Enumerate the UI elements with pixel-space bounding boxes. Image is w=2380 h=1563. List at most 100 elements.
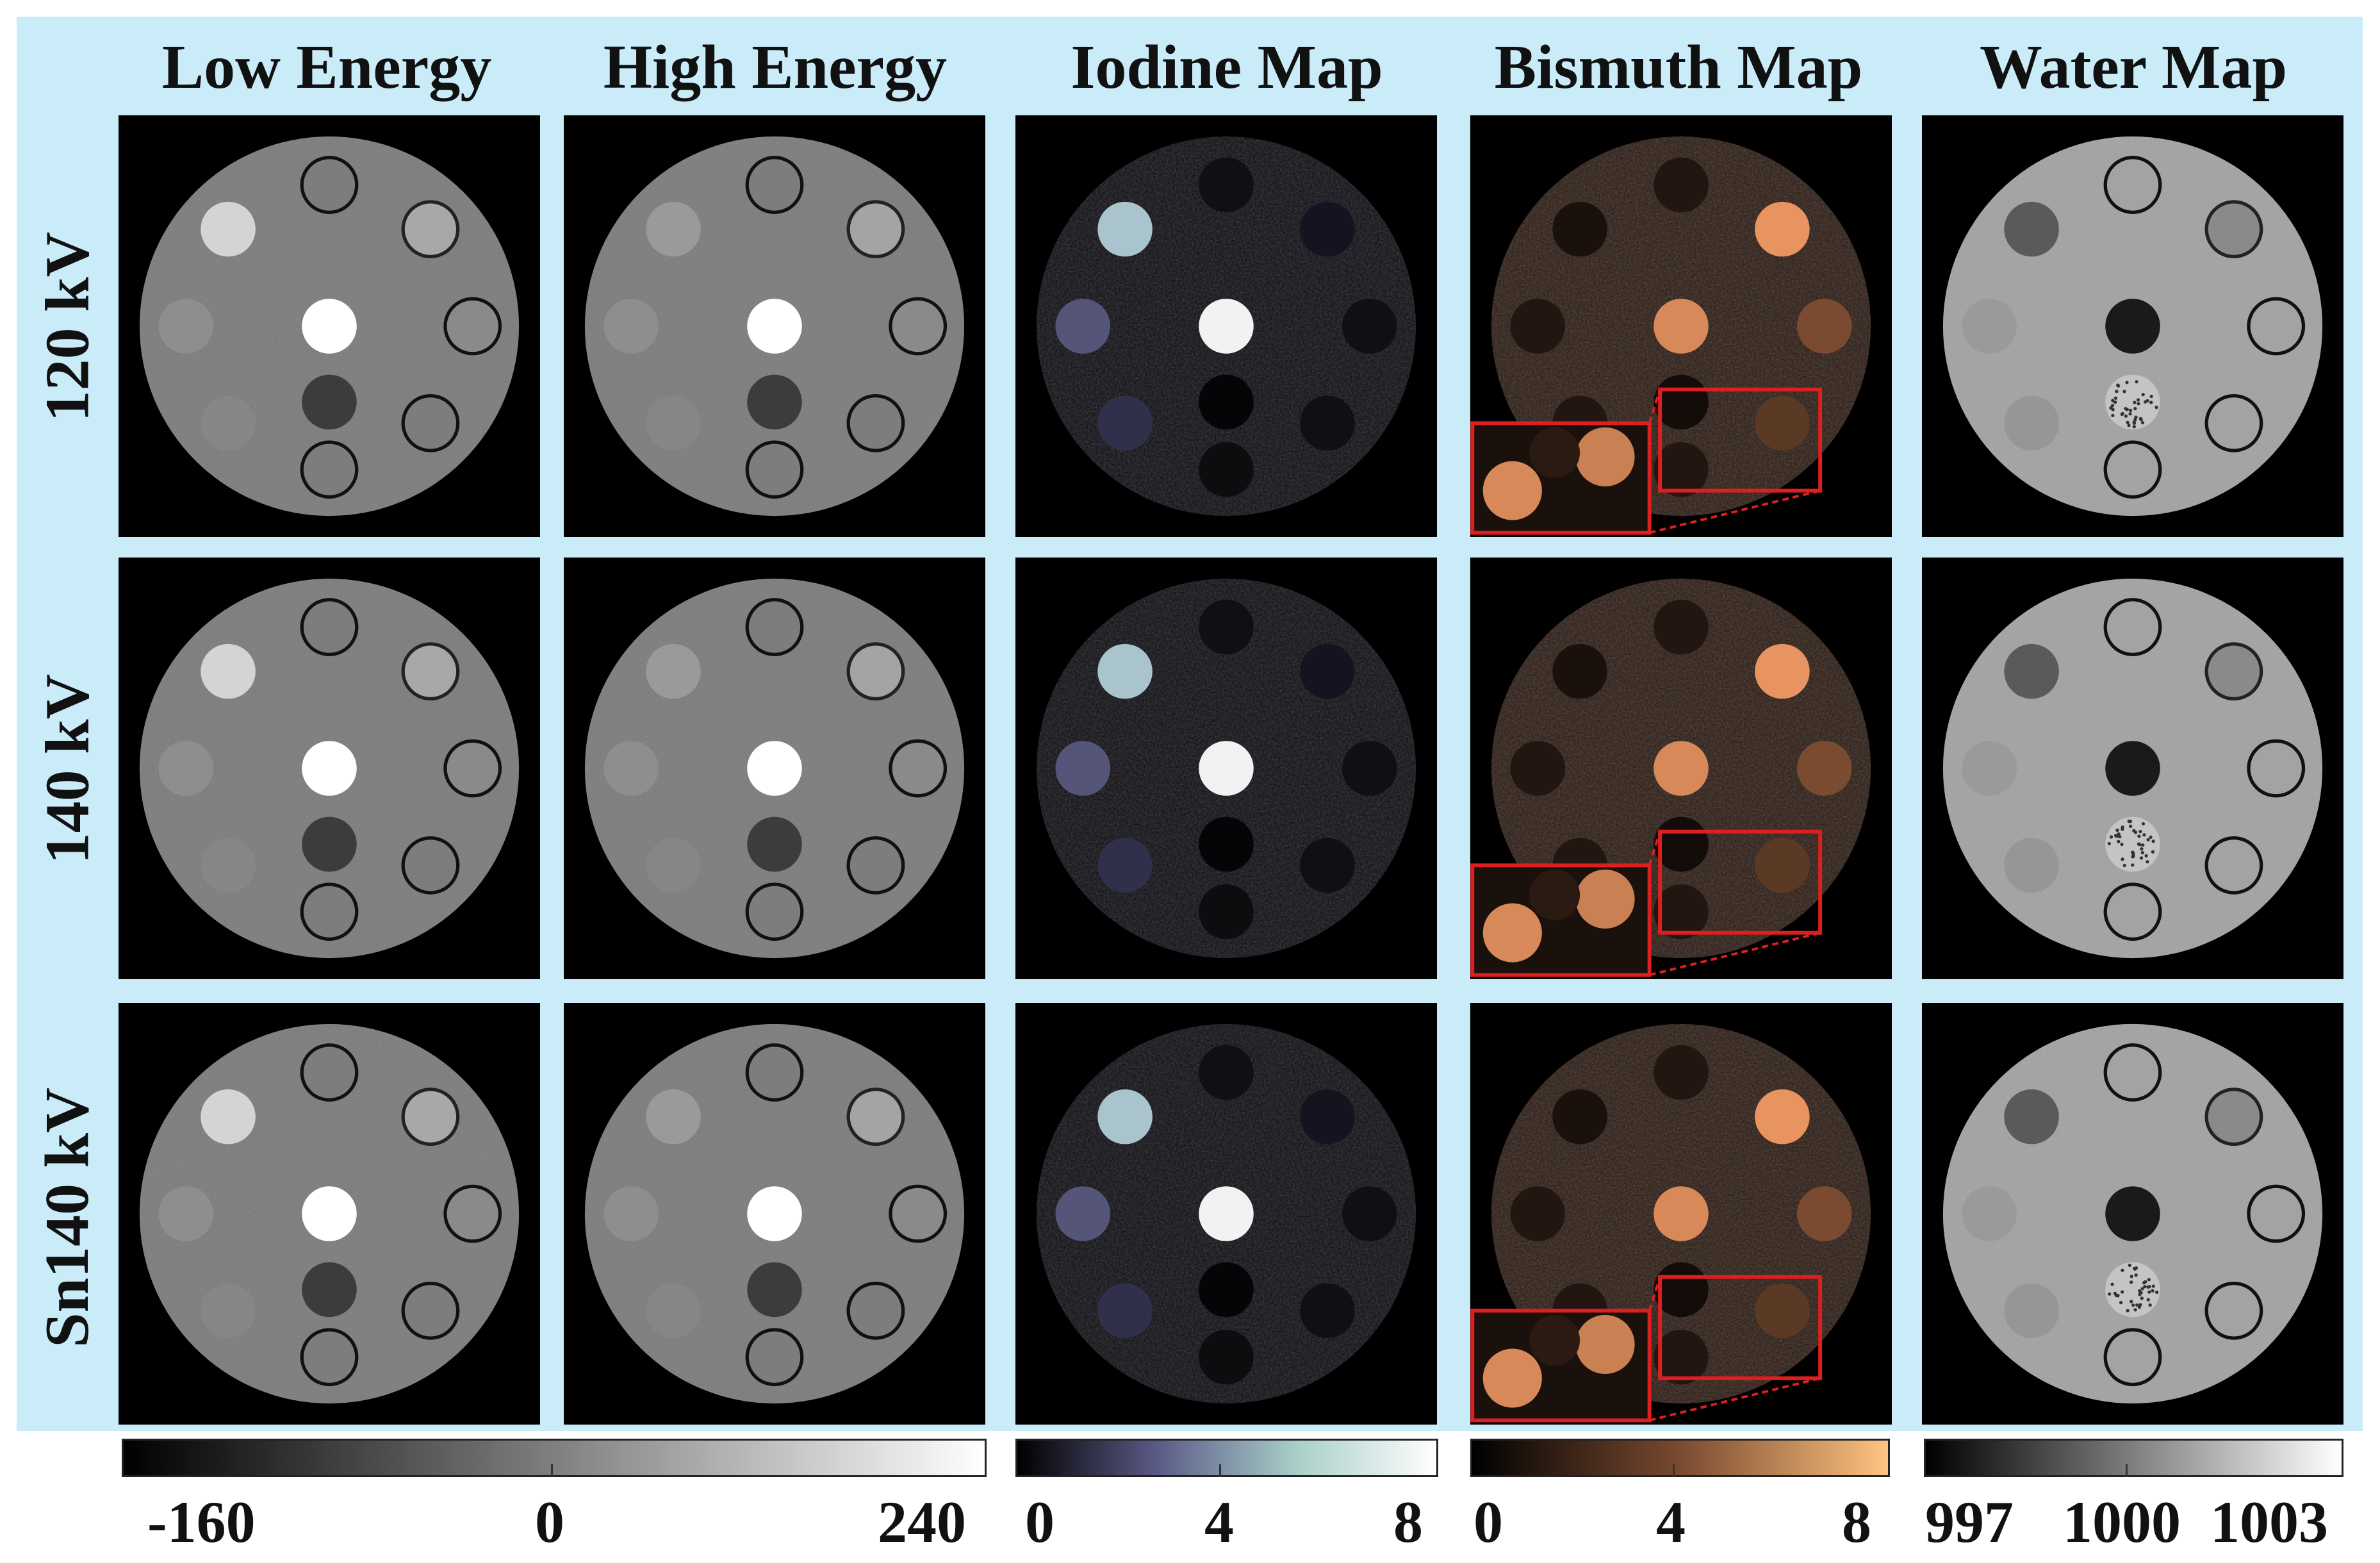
insert-circle <box>443 739 502 798</box>
speckle-dot <box>2151 850 2155 854</box>
phantom-svg <box>1942 136 2323 517</box>
insert-circle <box>302 374 357 430</box>
speckle-dot <box>2113 396 2118 400</box>
insert-circle <box>1097 643 1153 699</box>
speckle-dot <box>2139 856 2144 860</box>
speckle-group <box>2109 380 2158 429</box>
speckle-dot <box>2137 834 2141 838</box>
speckle-dot <box>2107 841 2111 846</box>
insert-circle <box>158 1186 214 1241</box>
phantom-svg <box>1470 578 1871 977</box>
insert-circle <box>745 156 804 214</box>
insert-circle <box>2105 741 2160 796</box>
speckle-dot <box>2146 860 2149 864</box>
insert-circle <box>603 741 659 796</box>
speckle-dot <box>2120 842 2124 847</box>
image-high-r140 <box>564 558 985 979</box>
insert-circle <box>1510 299 1566 354</box>
ct-tick-min: -160 <box>147 1489 256 1555</box>
insert-circle <box>401 393 460 452</box>
speckle-dot <box>2119 1300 2123 1305</box>
insert-circle <box>1552 201 1607 257</box>
zoom-region-box <box>1658 387 1823 493</box>
speckle-dot <box>2120 412 2124 417</box>
insert-circle <box>201 643 256 699</box>
speckle-dot <box>2140 850 2144 855</box>
speckle-dot <box>2143 1285 2147 1289</box>
image-bismuth-r140 <box>1470 558 1892 979</box>
insert-circle <box>846 1087 905 1146</box>
inset-insert-circle <box>1575 1314 1635 1375</box>
insert-circle <box>302 741 357 796</box>
insert-circle <box>302 1186 357 1241</box>
speckle-dot <box>2121 857 2124 861</box>
image-bismuth-rsn140 <box>1470 1003 1892 1425</box>
colorbar-bismuth-tick <box>1673 1464 1675 1477</box>
insert-circle <box>401 1087 460 1146</box>
insert-circle <box>2105 1186 2160 1241</box>
row-label-140kv: 140 kV <box>33 674 102 864</box>
insert-circle <box>401 836 460 895</box>
speckle-dot <box>2118 835 2122 839</box>
speckle-dot <box>2131 1303 2135 1307</box>
insert-circle <box>1654 299 1709 354</box>
speckle-dot <box>2138 417 2142 420</box>
speckle-dot <box>2141 393 2145 397</box>
speckle-dot <box>2146 399 2149 402</box>
insert-circle <box>747 374 802 430</box>
speckle-dot <box>2140 421 2145 425</box>
speckle-dot <box>2128 408 2133 413</box>
insert-circle <box>1199 741 1254 796</box>
insert-circle <box>1300 201 1355 257</box>
insert-circle <box>300 1328 359 1387</box>
insert-circle <box>1654 1262 1709 1318</box>
speckle-dot <box>2130 1280 2133 1284</box>
inset-insert-circle <box>1482 903 1542 963</box>
insert-circle <box>646 395 701 451</box>
speckle-dot <box>2116 383 2120 387</box>
insert-circle <box>846 200 905 259</box>
column-title-high-energy: High Energy <box>603 33 948 102</box>
speckle-dot <box>2110 1282 2114 1286</box>
insert-circle <box>1962 1186 2017 1241</box>
speckle-dot <box>2126 420 2130 424</box>
zoom-region-box <box>1658 1275 1823 1380</box>
insert-circle <box>300 882 359 941</box>
speckle-dot <box>2130 1300 2133 1303</box>
water-tick-mid: 1000 <box>2063 1489 2181 1555</box>
insert-circle <box>1199 1329 1254 1385</box>
phantom-svg <box>1036 136 1416 517</box>
speckle-dot <box>2135 380 2138 384</box>
insert-circle <box>1342 1186 1397 1241</box>
image-high-r120 <box>564 115 985 537</box>
insert-circle <box>1654 442 1709 497</box>
speckle-dot <box>2116 1294 2120 1298</box>
insert-circle <box>1055 741 1111 796</box>
speckle-dot <box>2151 1289 2154 1293</box>
speckle-dot <box>2142 1281 2146 1285</box>
inset-insert-circle <box>1482 461 1542 520</box>
speckle-dot <box>2142 833 2146 837</box>
insert-circle <box>2247 739 2306 798</box>
insert-circle <box>2103 440 2162 499</box>
phantom-svg <box>1942 578 2323 959</box>
insert-circle <box>1097 838 1153 893</box>
insert-circle <box>1199 816 1254 872</box>
phantom-svg <box>1036 1023 1416 1404</box>
insert-circle <box>2004 1089 2059 1145</box>
insert-circle <box>1654 1186 1709 1241</box>
insert-circle <box>1962 741 2017 796</box>
insert-circle <box>1552 643 1607 699</box>
insert-circle <box>1300 643 1355 699</box>
colorbar-water <box>1924 1439 2343 1477</box>
image-low-rsn140 <box>119 1003 540 1425</box>
insert-circle <box>1097 1283 1153 1339</box>
insert-circle <box>1962 299 2017 354</box>
speckle-dot <box>2135 1303 2139 1307</box>
speckle-dot <box>2140 1296 2144 1300</box>
insert-circle <box>1654 884 1709 939</box>
insert-circle <box>1654 816 1709 872</box>
speckle-dot <box>2128 412 2132 416</box>
speckle-dot <box>2132 425 2136 429</box>
insert-circle <box>1755 395 1810 451</box>
